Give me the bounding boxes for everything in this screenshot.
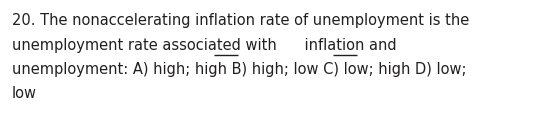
Text: low: low bbox=[12, 87, 37, 102]
Text: 20. The nonaccelerating inflation rate of unemployment is the: 20. The nonaccelerating inflation rate o… bbox=[12, 13, 469, 28]
Text: unemployment rate associated with      inflation and: unemployment rate associated with inflat… bbox=[12, 38, 425, 53]
Text: unemployment: A) high; high B) high; low C) low; high D) low;: unemployment: A) high; high B) high; low… bbox=[12, 62, 466, 77]
